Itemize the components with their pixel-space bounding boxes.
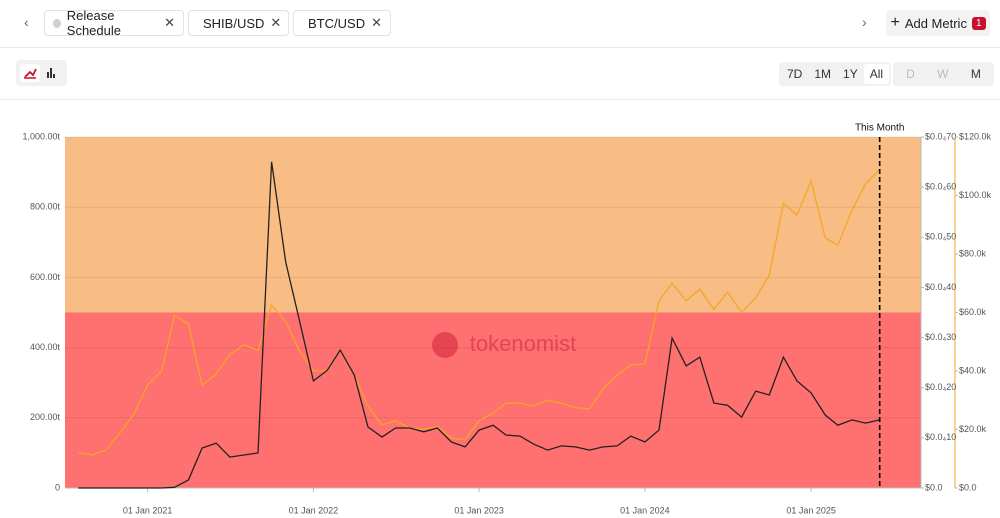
y3-tick-label: $20.0k <box>959 424 987 434</box>
series-line <box>78 161 880 489</box>
y-tick-label: 400.00t <box>30 342 61 352</box>
y3-tick-label: $0.0 <box>959 482 977 492</box>
x-tick-label: 01 Jan 2021 <box>123 505 173 515</box>
badge: 1 <box>971 16 986 30</box>
y-tick-label: 200.00t <box>30 412 61 422</box>
y2-tick-label: $0.0 <box>925 482 943 492</box>
tab-label: BTC/USD <box>308 15 366 31</box>
chart-type-group <box>16 60 67 86</box>
scroll-left[interactable]: ‹ <box>24 14 29 30</box>
range-button[interactable]: W <box>937 67 949 81</box>
x-tick-label: 01 Jan 2025 <box>786 505 836 515</box>
y2-tick-label: $0.0₄50 <box>925 232 956 242</box>
y2-tick-label: $0.0₄60 <box>925 182 956 192</box>
y3-tick-label: $120.0k <box>959 131 992 141</box>
y2-tick-label: $0.0₄20 <box>925 382 956 392</box>
range-button[interactable]: 1M <box>814 67 832 81</box>
y2-tick-label: $0.0₄70 <box>925 131 956 141</box>
tab[interactable]: SHIB/USD ✕ <box>188 10 289 36</box>
y-tick-label: 800.00t <box>30 202 61 212</box>
range-button[interactable]: All <box>863 64 890 84</box>
y3-tick-label: $100.0k <box>959 190 992 200</box>
y-tick-label: 1,000.00t <box>22 131 60 141</box>
close-icon[interactable]: ✕ <box>270 15 282 30</box>
metric-bar: ‹ Release Schedule ✕ SHIB/USD ✕ BTC/USD ✕ ›… <box>0 0 1000 48</box>
add-metric-label: Add Metric <box>904 15 967 31</box>
close-icon[interactable]: ✕ <box>371 15 382 30</box>
release-band <box>65 137 921 313</box>
tab[interactable]: Release Schedule ✕ <box>44 8 184 38</box>
y2-tick-label: $0.0₄10 <box>925 432 956 442</box>
watermark: tokenomist <box>470 331 576 356</box>
release-band <box>65 312 921 488</box>
x-tick-label: 01 Jan 2022 <box>289 505 339 515</box>
range-button[interactable]: M <box>970 67 981 81</box>
close-icon[interactable]: ✕ <box>164 15 175 30</box>
x-tick-label: 01 Jan 2024 <box>620 505 670 515</box>
range-button[interactable]: 7D <box>787 67 803 81</box>
toolbar: 7D 1M 1Y All D W M <box>0 48 1000 100</box>
watermark-logo <box>432 332 458 358</box>
range-button[interactable]: D <box>906 67 915 81</box>
tab-label: SHIB/USD <box>203 15 265 31</box>
add-metric-button[interactable]: + Add Metric 1 <box>886 10 990 36</box>
y2-tick-label: $0.0₄40 <box>925 282 956 292</box>
y2-tick-label: $0.0₄30 <box>925 332 956 342</box>
series-line <box>78 168 881 456</box>
y3-tick-label: $80.0k <box>959 248 987 258</box>
tab-label: Release Schedule <box>66 8 121 38</box>
range-button[interactable]: 1Y <box>843 67 858 81</box>
tab[interactable]: BTC/USD ✕ <box>293 10 391 36</box>
range-group: 7D 1M 1Y All <box>779 62 892 86</box>
scroll-right[interactable]: › <box>862 14 867 30</box>
this-month-label: This Month <box>855 123 904 134</box>
y-tick-label: 0 <box>55 482 60 492</box>
y3-tick-label: $40.0k <box>959 365 987 375</box>
chart-type-icons[interactable] <box>18 63 62 83</box>
y3-tick-label: $60.0k <box>959 307 987 317</box>
x-tick-label: 01 Jan 2023 <box>454 505 504 515</box>
tab-dot <box>53 18 61 28</box>
y-tick-label: 600.00t <box>30 272 61 282</box>
plus-icon: + <box>890 14 900 31</box>
